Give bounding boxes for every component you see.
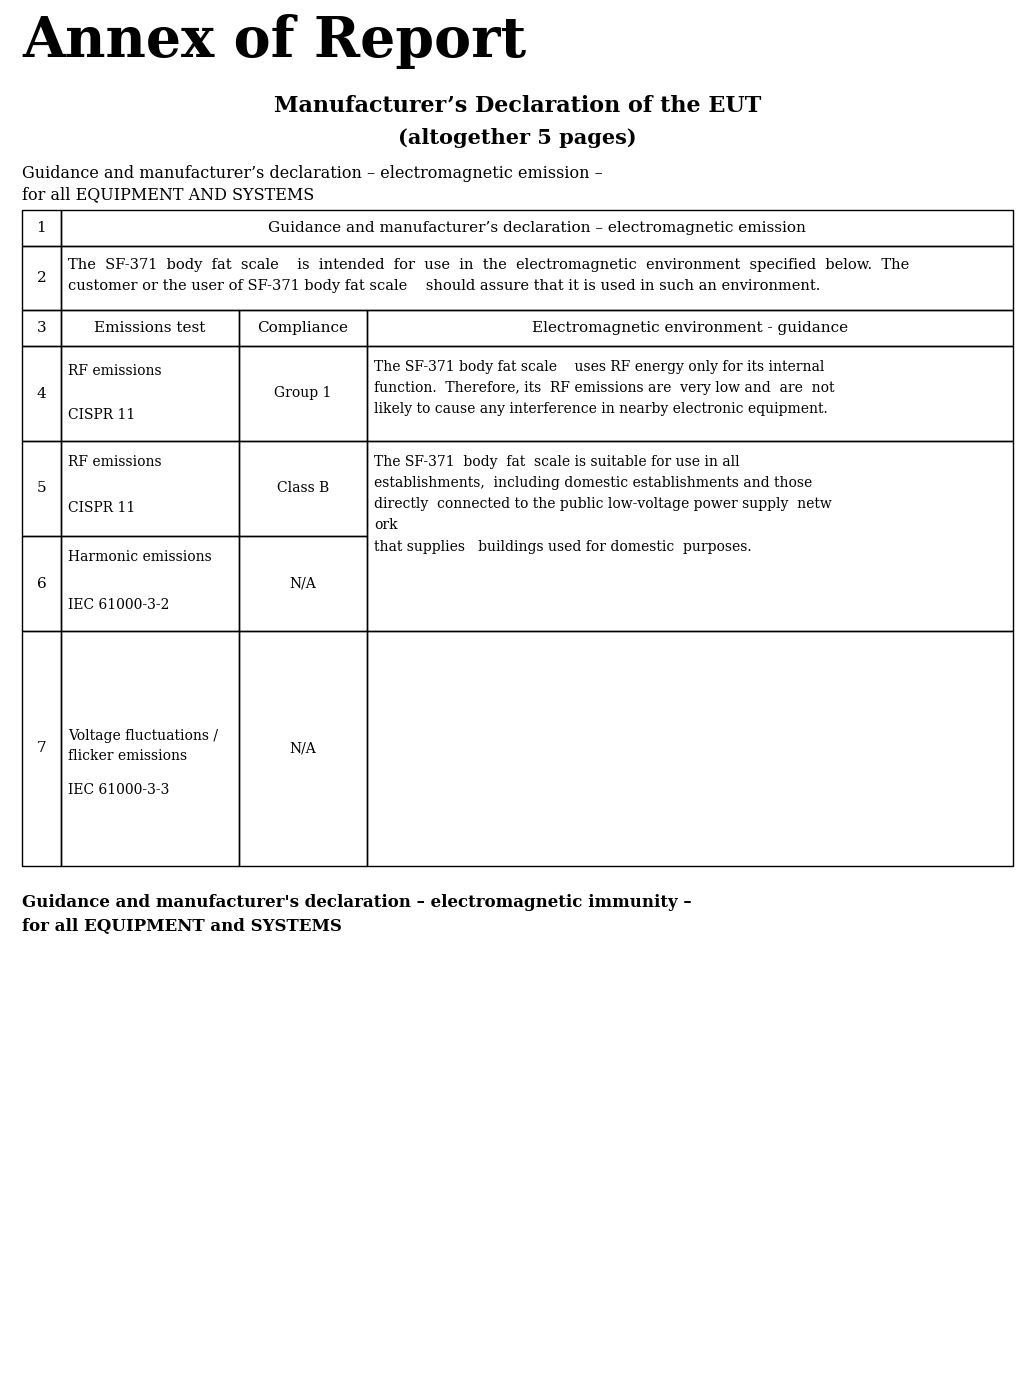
Text: IEC 61000-3-3: IEC 61000-3-3 [68, 783, 170, 797]
Bar [61, 346, 239, 441]
Text: The  SF-371  body  fat  scale    is  intended  for  use  in  the  electromagneti: The SF-371 body fat scale is intended fo… [68, 258, 910, 294]
Text: Electromagnetic environment - guidance: Electromagnetic environment - guidance [532, 322, 848, 335]
Text: N/A: N/A [290, 577, 317, 590]
Text: 3: 3 [36, 322, 47, 335]
Text: 2: 2 [36, 272, 47, 286]
Text: Annex of Report: Annex of Report [22, 14, 526, 69]
Text: The SF-371  body  fat  scale is suitable for use in all
establishments,  includi: The SF-371 body fat scale is suitable fo… [374, 455, 832, 553]
Bar [22, 211, 61, 245]
Text: The SF-371 body fat scale    uses RF energy only for its internal
function.  The: The SF-371 body fat scale uses RF energy… [374, 360, 834, 416]
Bar [367, 441, 1013, 631]
Text: RF emissions: RF emissions [68, 365, 161, 378]
Bar [239, 631, 367, 866]
Text: N/A: N/A [290, 742, 317, 755]
Text: CISPR 11: CISPR 11 [68, 407, 136, 421]
Text: Guidance and manufacturer’s declaration – electromagnetic emission –: Guidance and manufacturer’s declaration … [22, 165, 602, 182]
Bar [61, 245, 1013, 310]
Bar [61, 441, 239, 536]
Text: CISPR 11: CISPR 11 [68, 500, 136, 516]
Text: for all EQUIPMENT and SYSTEMS: for all EQUIPMENT and SYSTEMS [22, 918, 342, 936]
Text: Emissions test: Emissions test [94, 322, 206, 335]
Text: Guidance and manufacturer’s declaration – electromagnetic emission: Guidance and manufacturer’s declaration … [268, 220, 806, 236]
Text: Group 1: Group 1 [274, 387, 331, 401]
Bar [61, 536, 239, 631]
Bar [367, 631, 1013, 866]
Text: 6: 6 [36, 577, 47, 590]
Text: Compliance: Compliance [258, 322, 349, 335]
Bar [61, 211, 1013, 245]
Bar [22, 536, 61, 631]
Text: (altogether 5 pages): (altogether 5 pages) [398, 128, 637, 148]
Bar [239, 346, 367, 441]
Bar [22, 310, 61, 346]
Text: Guidance and manufacturer's declaration – electromagnetic immunity –: Guidance and manufacturer's declaration … [22, 894, 691, 911]
Text: 5: 5 [36, 481, 47, 496]
Text: for all EQUIPMENT AND SYSTEMS: for all EQUIPMENT AND SYSTEMS [22, 186, 315, 202]
Bar [22, 346, 61, 441]
Bar [61, 310, 239, 346]
Bar [22, 441, 61, 536]
Bar [367, 310, 1013, 346]
Bar [22, 631, 61, 866]
Bar [61, 631, 239, 866]
Text: Harmonic emissions: Harmonic emissions [68, 550, 212, 564]
Text: 1: 1 [36, 220, 47, 236]
Bar [239, 536, 367, 631]
Text: Manufacturer’s Declaration of the EUT: Manufacturer’s Declaration of the EUT [274, 96, 761, 116]
Text: 4: 4 [36, 387, 47, 401]
Text: Voltage fluctuations /
flicker emissions: Voltage fluctuations / flicker emissions [68, 729, 218, 762]
Bar [367, 346, 1013, 441]
Text: IEC 61000-3-2: IEC 61000-3-2 [68, 597, 170, 613]
Bar [22, 245, 61, 310]
Bar [239, 310, 367, 346]
Text: Class B: Class B [277, 481, 329, 496]
Text: RF emissions: RF emissions [68, 455, 161, 468]
Text: 7: 7 [36, 742, 47, 755]
Bar [239, 441, 367, 536]
